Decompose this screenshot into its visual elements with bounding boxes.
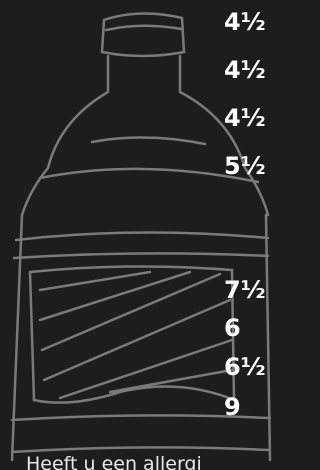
price: 5½ bbox=[224, 152, 266, 180]
price: 4½ bbox=[224, 104, 266, 132]
price: 7½ bbox=[224, 276, 266, 304]
price: 9 bbox=[224, 393, 241, 421]
price: 4½ bbox=[224, 8, 266, 36]
price: 6 bbox=[224, 314, 241, 342]
price: 4½ bbox=[224, 56, 266, 84]
allergy-footer: Heeft u een allergi bbox=[26, 452, 202, 470]
price: 6½ bbox=[224, 353, 266, 381]
page: 4½ 4½ 4½ 5½ 7½ 6 6½ 9 Heeft u een allergi bbox=[0, 0, 273, 470]
